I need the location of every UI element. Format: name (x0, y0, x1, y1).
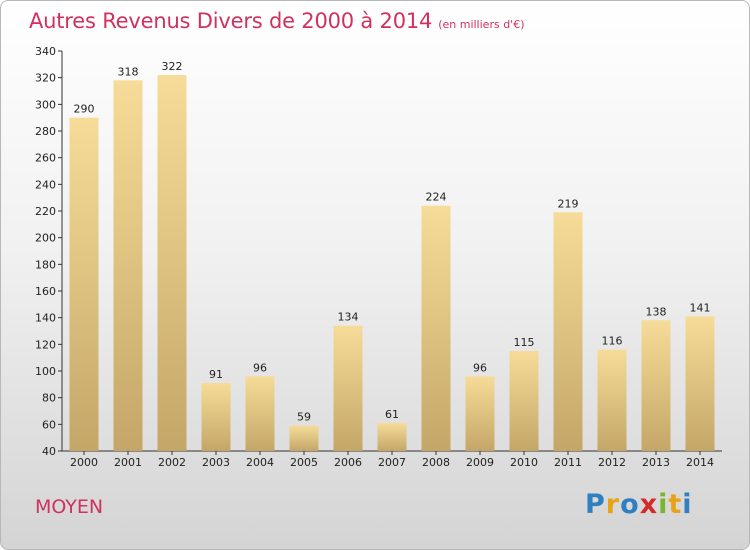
bar (201, 383, 231, 451)
data-label: 322 (162, 60, 183, 73)
bar (333, 325, 363, 451)
bar (69, 117, 99, 452)
bar (685, 316, 715, 451)
y-tick-label: 40 (42, 445, 56, 458)
y-tick-label: 340 (35, 45, 56, 58)
x-tick-label: 2008 (422, 456, 450, 469)
chart-subtitle: (en milliers d'€) (438, 18, 525, 31)
x-tick-label: 2012 (598, 456, 626, 469)
x-tick-label: 2007 (378, 456, 406, 469)
y-tick-label: 220 (35, 205, 56, 218)
bar (113, 80, 143, 451)
y-tick-label: 280 (35, 125, 56, 138)
y-tick-label: 80 (42, 392, 56, 405)
data-label: 224 (426, 191, 447, 204)
bar (597, 349, 627, 451)
x-tick-label: 2013 (642, 456, 670, 469)
x-tick-label: 2014 (686, 456, 714, 469)
y-tick-label: 120 (35, 338, 56, 351)
chart-title-text: Autres Revenus Divers de 2000 à 2014 (29, 9, 433, 33)
commune-name: MOYEN (35, 496, 104, 518)
logo-letter: i (682, 489, 693, 520)
logo-letter: i (658, 489, 669, 520)
y-tick-label: 60 (42, 418, 56, 431)
data-label: 290 (74, 103, 95, 116)
data-label: 59 (297, 411, 311, 424)
data-label: 115 (514, 336, 535, 349)
bars (69, 75, 715, 452)
x-tick-label: 2010 (510, 456, 538, 469)
bar (377, 423, 407, 451)
data-label: 116 (602, 335, 623, 348)
bar (157, 75, 187, 451)
bar (421, 205, 451, 451)
logo-letter: P (585, 489, 606, 520)
y-tick-label: 160 (35, 285, 56, 298)
bar (509, 351, 539, 451)
y-tick-label: 260 (35, 152, 56, 165)
x-tick-label: 2005 (290, 456, 318, 469)
x-tick-label: 2009 (466, 456, 494, 469)
x-tick-label: 2001 (114, 456, 142, 469)
data-label: 96 (253, 361, 267, 374)
y-tick-label: 140 (35, 312, 56, 325)
y-tick-label: 100 (35, 365, 56, 378)
data-label: 91 (209, 368, 223, 381)
bar (641, 320, 671, 451)
proxiti-logo[interactable]: Proxiti (585, 489, 693, 520)
x-tick-label: 2004 (246, 456, 274, 469)
y-tick-label: 200 (35, 232, 56, 245)
y-tick-label: 240 (35, 178, 56, 191)
logo-letter: x (639, 489, 659, 520)
logo-letter: r (605, 489, 621, 520)
data-label: 219 (558, 197, 579, 210)
axes: 40 60 80 100 120 140 160 180 200 220 240 260 280 300 3… (35, 45, 722, 469)
logo-letter: o (620, 489, 640, 520)
value-labels: 290 318 322 91 96 59 134 61 224 96 115 219 116 138 141 (74, 60, 711, 424)
data-label: 138 (646, 305, 667, 318)
y-tick-label: 320 (35, 72, 56, 85)
y-tick-label: 180 (35, 258, 56, 271)
y-tick-label: 300 (35, 98, 56, 111)
data-label: 134 (338, 311, 359, 324)
bar (289, 425, 319, 451)
x-tick-label: 2011 (554, 456, 582, 469)
bar (553, 212, 583, 451)
data-label: 318 (118, 65, 139, 78)
x-tick-label: 2003 (202, 456, 230, 469)
data-label: 141 (690, 301, 711, 314)
x-tick-label: 2002 (158, 456, 186, 469)
x-tick-label: 2000 (70, 456, 98, 469)
bar (245, 376, 275, 451)
logo-letter: t (668, 489, 683, 520)
chart-title: Autres Revenus Divers de 2000 à 2014 (en … (29, 9, 524, 33)
data-label: 61 (385, 408, 399, 421)
bar (465, 376, 495, 451)
x-tick-label: 2006 (334, 456, 362, 469)
data-label: 96 (473, 361, 487, 374)
